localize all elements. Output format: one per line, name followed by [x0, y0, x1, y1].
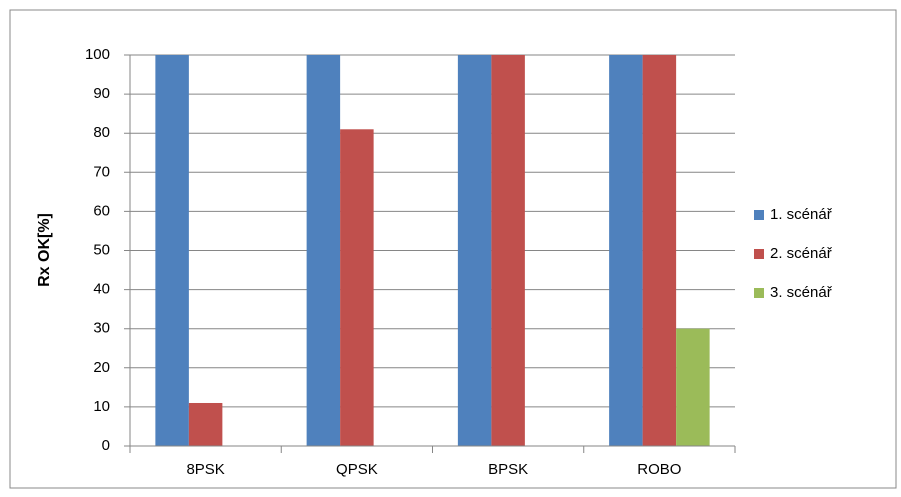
bar [676, 328, 710, 446]
y-tick-label: 70 [93, 163, 110, 180]
x-tick-label: QPSK [336, 461, 378, 478]
x-tick-label: 8PSK [186, 461, 224, 478]
y-tick-label: 90 [93, 85, 110, 102]
x-tick-label: ROBO [637, 461, 681, 478]
bar [491, 55, 525, 446]
y-tick-label: 80 [93, 124, 110, 141]
y-axis-label: Rx OK[%] [36, 213, 53, 287]
y-tick-label: 10 [93, 398, 110, 415]
legend-label: 1. scénář [770, 206, 833, 223]
legend-swatch [754, 210, 764, 220]
y-tick-label: 0 [102, 437, 110, 454]
y-tick-label: 100 [85, 46, 110, 63]
bar [642, 55, 677, 446]
legend-swatch [754, 288, 764, 298]
legend-swatch [754, 249, 764, 259]
bar [155, 55, 189, 446]
legend-label: 2. scénář [770, 245, 833, 262]
y-tick-label: 40 [93, 281, 110, 298]
bar [340, 129, 374, 447]
y-tick-label: 50 [93, 241, 110, 258]
y-tick-label: 30 [93, 320, 110, 337]
y-tick-label: 20 [93, 359, 110, 376]
legend-label: 3. scénář [770, 284, 833, 301]
bar [609, 55, 643, 446]
y-tick-label: 60 [93, 202, 110, 219]
x-tick-label: BPSK [488, 461, 528, 478]
bar [188, 402, 223, 446]
bar [457, 55, 492, 446]
bar [306, 55, 341, 446]
